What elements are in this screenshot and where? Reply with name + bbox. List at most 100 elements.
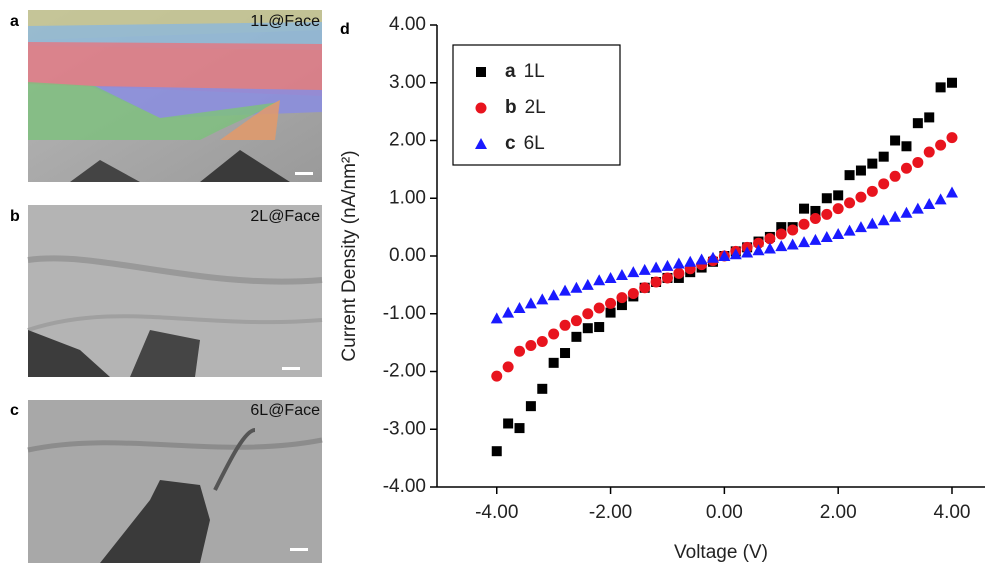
data-point [684, 255, 697, 267]
micrograph-a [28, 10, 322, 182]
data-point [560, 348, 571, 359]
data-point [661, 272, 673, 284]
y-tick-label: 2.00 [389, 130, 426, 151]
data-point [525, 340, 537, 352]
data-point [627, 288, 639, 300]
data-point [547, 289, 560, 301]
y-tick-label: 4.00 [389, 14, 426, 35]
y-axis-label: Current Density (nA/nm²) [339, 150, 360, 361]
data-point [911, 202, 924, 214]
data-point [502, 361, 514, 373]
data-point [616, 292, 628, 304]
data-point [490, 312, 503, 324]
data-point [513, 301, 526, 313]
data-point [514, 345, 526, 357]
data-point [890, 135, 901, 146]
legend-tag: b [505, 97, 517, 118]
data-point [536, 335, 548, 347]
data-point [582, 308, 594, 320]
data-point [786, 238, 799, 250]
data-point [889, 170, 901, 182]
legend-marker [475, 102, 487, 114]
panel-label: d [340, 21, 350, 38]
data-point [946, 77, 957, 88]
data-point [605, 307, 616, 318]
data-point [809, 233, 822, 245]
x-tick-label: 4.00 [934, 502, 971, 523]
data-point [912, 156, 924, 168]
data-point [593, 302, 605, 314]
data-point [775, 228, 787, 240]
data-point [843, 224, 856, 236]
data-point [537, 383, 548, 394]
data-point [536, 293, 549, 305]
data-point [900, 162, 912, 174]
data-point [605, 297, 617, 309]
legend-label: b 2L [505, 97, 546, 118]
data-point [672, 257, 685, 269]
y-tick-label: 3.00 [389, 72, 426, 93]
data-point [821, 193, 832, 204]
data-point [503, 418, 514, 429]
data-point [844, 170, 855, 181]
data-point [729, 248, 742, 260]
data-point [763, 242, 776, 254]
data-point [639, 282, 651, 294]
x-tick-label: 0.00 [706, 502, 743, 523]
data-point [832, 203, 844, 215]
x-axis-label: Voltage (V) [674, 542, 768, 563]
data-point [627, 266, 640, 278]
data-point [764, 233, 776, 245]
data-point [810, 205, 821, 216]
data-point [776, 222, 787, 233]
data-point [514, 423, 525, 434]
data-point [524, 297, 537, 309]
legend-label: c 6L [505, 133, 545, 154]
y-tick-label: 1.00 [389, 187, 426, 208]
data-point [616, 300, 627, 311]
data-point [855, 191, 867, 203]
data-point [706, 251, 719, 263]
data-point [752, 244, 765, 256]
data-point [718, 250, 731, 261]
data-point [923, 146, 935, 158]
data-point [878, 151, 889, 162]
panel-caption: 6L@Face [250, 402, 320, 419]
legend-marker [475, 138, 487, 149]
data-point [491, 446, 502, 457]
data-point [661, 259, 674, 271]
data-point [854, 221, 867, 233]
data-point [775, 240, 788, 252]
data-point [548, 357, 559, 368]
data-point [832, 228, 845, 240]
data-point [820, 230, 833, 242]
legend-tag: a [505, 61, 516, 82]
x-tick-label: -2.00 [589, 502, 632, 523]
data-point [935, 139, 947, 151]
data-point [695, 253, 708, 265]
data-point [946, 132, 958, 144]
data-point [934, 193, 947, 205]
data-point [844, 197, 856, 209]
data-point [945, 186, 958, 198]
data-point [798, 236, 811, 248]
data-point [559, 319, 571, 331]
data-point [877, 214, 890, 226]
data-point [900, 206, 913, 218]
legend-name: 6L [524, 133, 545, 154]
data-point [799, 203, 810, 214]
data-point [935, 82, 946, 93]
x-tick-label: -4.00 [475, 502, 518, 523]
panel-label: b [10, 208, 20, 225]
data-point [809, 212, 821, 224]
legend-marker [476, 67, 486, 77]
data-point [901, 141, 912, 152]
y-tick-label: 0.00 [389, 245, 426, 266]
legend-label: a 1L [505, 61, 545, 82]
data-point [650, 261, 663, 273]
data-point [867, 158, 878, 169]
data-point [833, 190, 844, 201]
data-point [559, 284, 572, 296]
data-point [889, 210, 902, 222]
